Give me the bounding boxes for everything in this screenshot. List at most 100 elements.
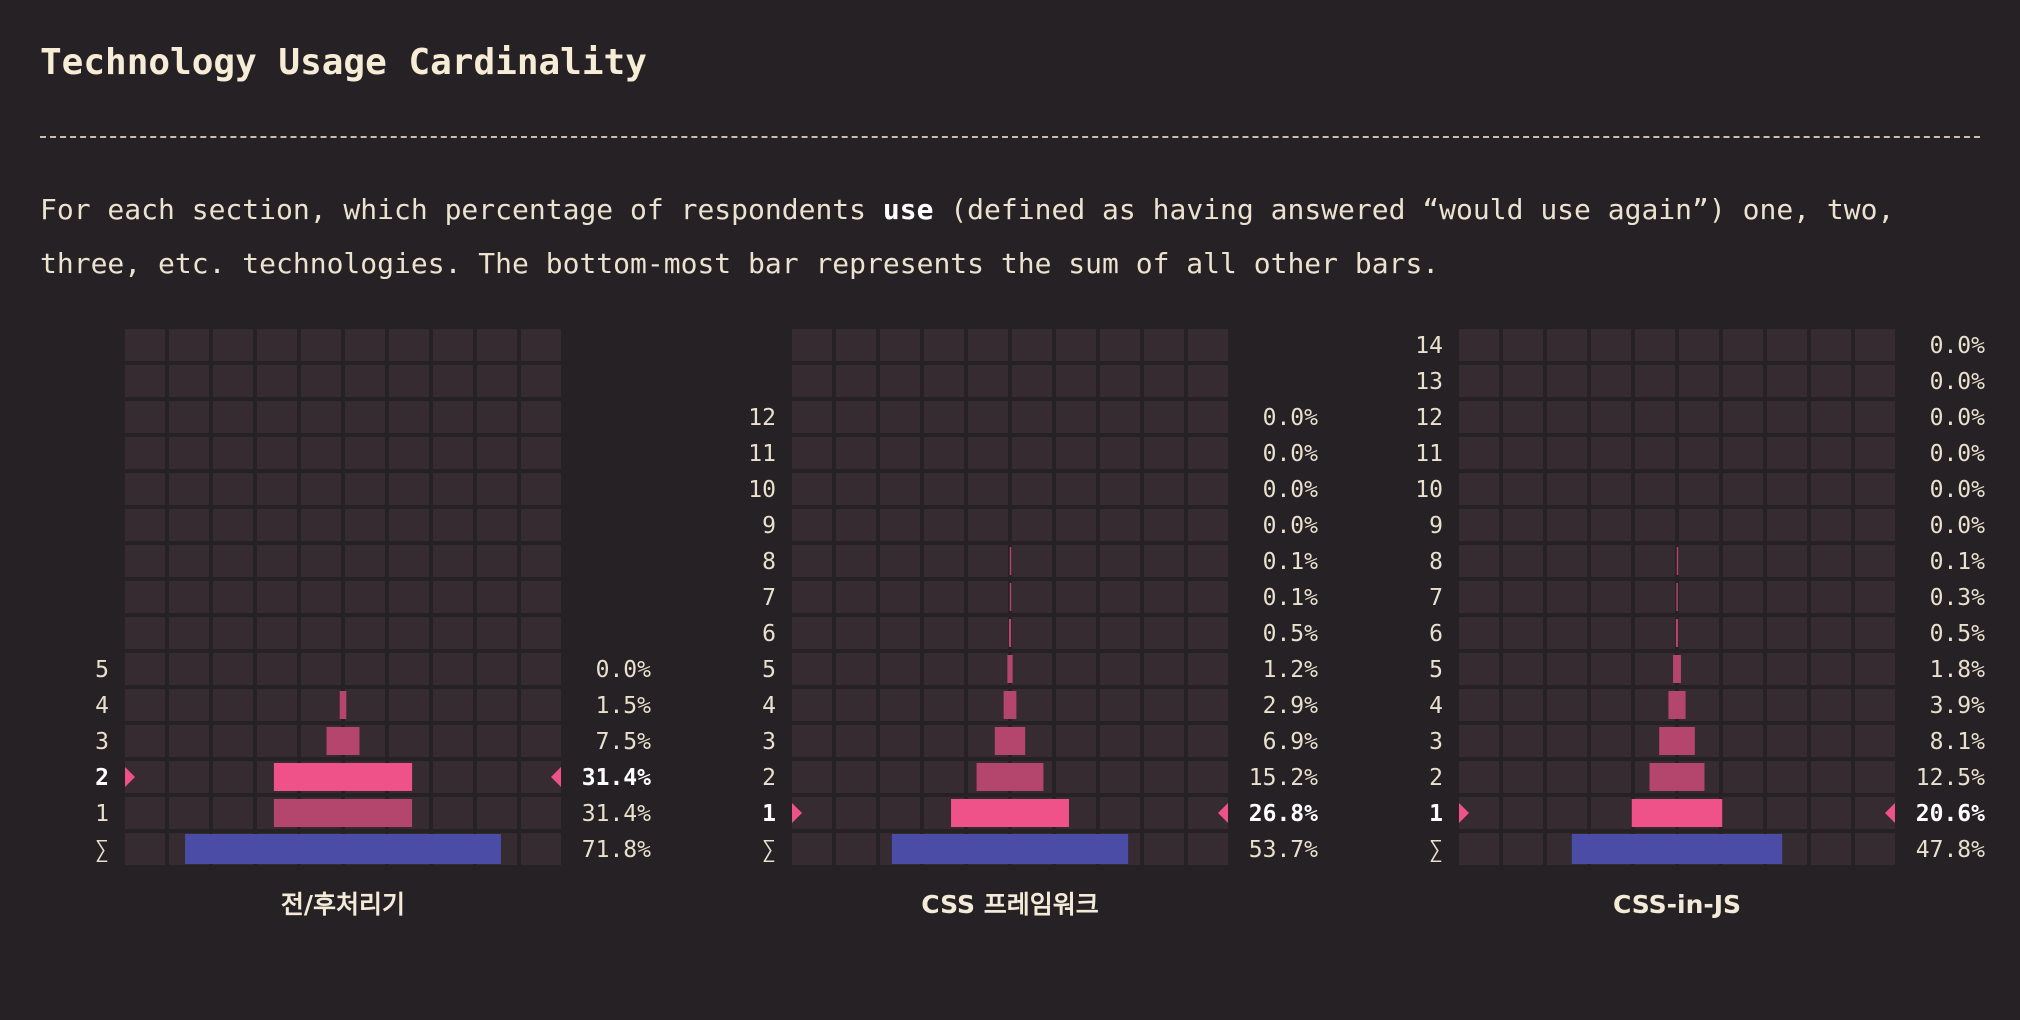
grid-cell [433, 437, 473, 469]
grid-cell [1503, 581, 1543, 613]
grid-cell [1591, 329, 1631, 361]
grid-cell [1459, 653, 1499, 685]
grid-cell [1100, 581, 1140, 613]
grid-cell [125, 329, 165, 361]
grid-cell [1503, 617, 1543, 649]
bar [1009, 583, 1012, 611]
grid-cell [345, 365, 385, 397]
grid-cell [169, 437, 209, 469]
grid-cell [1459, 545, 1499, 577]
grid-cell [924, 509, 964, 541]
sum-bar [1571, 834, 1783, 864]
value-label: 0.0% [1263, 477, 1319, 503]
grid-cell [1855, 725, 1895, 757]
row-label: 11 [748, 441, 776, 467]
grid-cell [345, 329, 385, 361]
grid-cell [880, 365, 920, 397]
grid-cell [1100, 761, 1140, 793]
grid-cell [1503, 545, 1543, 577]
grid-cell [924, 725, 964, 757]
grid-cell [792, 689, 832, 721]
grid-cell [345, 581, 385, 613]
grid-cell [1056, 437, 1096, 469]
row-label: 1 [762, 801, 776, 827]
grid-cell [1811, 833, 1851, 865]
grid-cell [1188, 329, 1228, 361]
grid-cell [792, 329, 832, 361]
grid-cell [213, 365, 253, 397]
grid-cell [1144, 365, 1184, 397]
grid-cell [301, 689, 341, 721]
grid-cell [1100, 437, 1140, 469]
grid-cell [257, 401, 297, 433]
value-label: 20.6% [1916, 801, 1985, 827]
grid-cell [1144, 509, 1184, 541]
grid-cell [1503, 401, 1543, 433]
grid-cell [433, 797, 473, 829]
grid-cell [477, 473, 517, 505]
grid-cell [1811, 689, 1851, 721]
grid-cell [213, 437, 253, 469]
grid-cell [1547, 761, 1587, 793]
grid-cell [880, 761, 920, 793]
grid-cell [1144, 833, 1184, 865]
value-label: 0.0% [1930, 477, 1986, 503]
grid-cell [1723, 509, 1763, 541]
grid-cell [1100, 509, 1140, 541]
grid-cell [1635, 401, 1675, 433]
grid-cell [1591, 365, 1631, 397]
row-label: 4 [762, 693, 776, 719]
grid-cell [521, 545, 561, 577]
highlight-marker-right [551, 767, 561, 787]
value-label: 8.1% [1930, 729, 1986, 755]
grid-cell [1144, 545, 1184, 577]
grid-cell [1591, 473, 1631, 505]
sum-bar [185, 834, 501, 864]
grid-cell [389, 401, 429, 433]
grid-cell [836, 725, 876, 757]
grid-cell [968, 329, 1008, 361]
grid-cell [1679, 653, 1719, 685]
grid-cell [477, 329, 517, 361]
grid-cell [1503, 689, 1543, 721]
grid-cell [1723, 797, 1763, 829]
grid-cell [1811, 617, 1851, 649]
grid-cell [1012, 473, 1052, 505]
grid-cell [1635, 365, 1675, 397]
bar [339, 691, 347, 719]
grid-cell [836, 365, 876, 397]
value-label: 0.1% [1930, 549, 1986, 575]
grid-cell [1459, 329, 1499, 361]
grid-cell [924, 365, 964, 397]
grid-cell [1056, 509, 1096, 541]
grid-cell [1591, 653, 1631, 685]
row-label: 7 [1429, 585, 1443, 611]
grid-cell [1144, 617, 1184, 649]
grid-cell [1056, 617, 1096, 649]
grid-cell [1723, 545, 1763, 577]
grid-cell [477, 509, 517, 541]
grid-cell [968, 401, 1008, 433]
grid-cell [389, 473, 429, 505]
grid-cell [169, 725, 209, 757]
grid-cell [924, 329, 964, 361]
grid-cell [1459, 689, 1499, 721]
grid-cell [1591, 617, 1631, 649]
grid-cell [1767, 761, 1807, 793]
bar [1659, 727, 1695, 755]
grid-cell [1811, 473, 1851, 505]
highlight-marker-left [1459, 803, 1469, 823]
grid-cell [792, 725, 832, 757]
grid-cell [1012, 365, 1052, 397]
grid-cell [1012, 401, 1052, 433]
value-label: 0.1% [1263, 585, 1319, 611]
grid-cell [477, 761, 517, 793]
grid-cell [924, 473, 964, 505]
grid-cell [1855, 689, 1895, 721]
grid-cell [1459, 437, 1499, 469]
row-label: 5 [1429, 657, 1443, 683]
grid-cell [389, 329, 429, 361]
grid-cell [1591, 725, 1631, 757]
grid-cell [1012, 617, 1052, 649]
grid-cell [792, 473, 832, 505]
